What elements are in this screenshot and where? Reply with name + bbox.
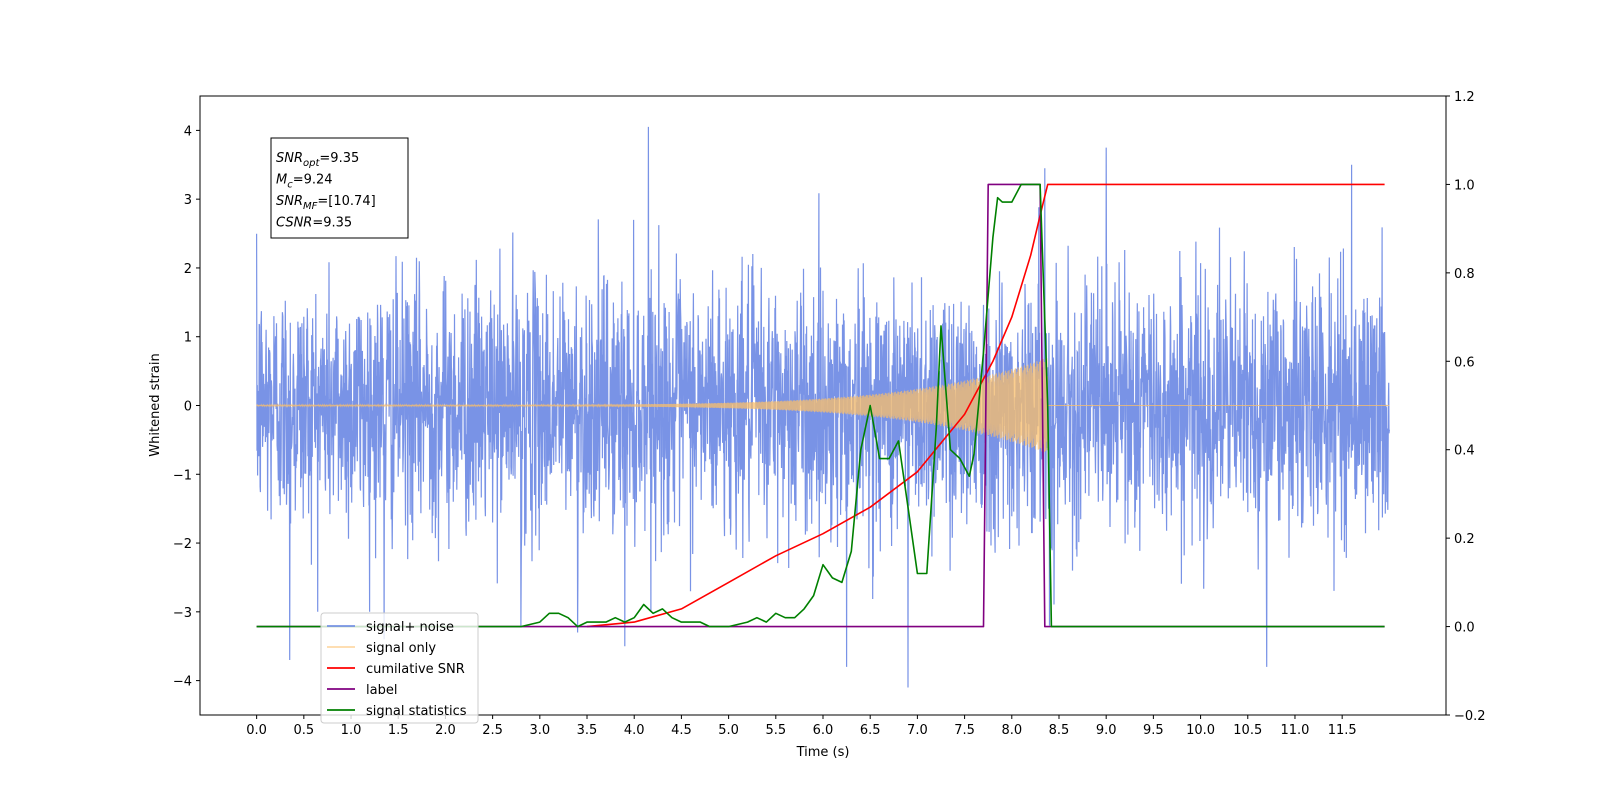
x-tick-label: 2.5: [482, 723, 503, 738]
x-tick-label: 10.0: [1186, 723, 1215, 738]
x-tick-label: 7.5: [954, 723, 975, 738]
y-axis-label-left: Whitened strain: [148, 353, 163, 456]
y-left-tick-label: −1: [173, 468, 192, 483]
legend-label: label: [366, 683, 397, 698]
series-signal-statistics-line: [256, 183, 1385, 628]
x-tick-label: 4.5: [671, 723, 692, 738]
y-left-tick-label: −3: [173, 606, 192, 621]
annotation-line: CSNR=9.35: [276, 216, 352, 231]
x-tick-label: 11.0: [1280, 723, 1309, 738]
annotation-frame: [270, 137, 409, 239]
y-left-tick-label: −2: [173, 537, 192, 552]
y-right-tick-label: 1.2: [1454, 90, 1475, 105]
x-tick-label: 1.5: [388, 723, 409, 738]
y-left-tick-label: 0: [184, 400, 192, 415]
legend-label: cumilative SNR: [366, 662, 465, 677]
series-signal-noise-line: [256, 126, 1390, 688]
y-left-tick-label: 4: [184, 124, 192, 139]
x-tick-label: 9.0: [1096, 723, 1117, 738]
annotation-line: SNRopt=9.35: [276, 151, 359, 169]
legend-frame: [320, 612, 479, 724]
x-tick-label: 7.0: [907, 723, 928, 738]
series-cumulative-snr-line: [586, 183, 1385, 628]
x-tick-label: 8.0: [1001, 723, 1022, 738]
y-right-tick-label: 0.6: [1454, 355, 1475, 370]
y-right-tick-label: 0.4: [1454, 444, 1475, 459]
axes-layer: 0.0 0.5 1.0 1.5 2.0 2.5 3.0 3.5 4.0 4.5 5.0 5.5 6.0 6…: [173, 90, 1486, 738]
x-tick-label: 3.0: [529, 723, 550, 738]
y-left-tick-label: 1: [184, 331, 192, 346]
x-tick-label: 6.0: [813, 723, 834, 738]
x-tick-label: 2.0: [435, 723, 456, 738]
annotation-box: SNRopt=9.35 Mc=9.24 SNRMF=[10.74] CSNR=9.35: [270, 137, 409, 239]
x-tick-label: 8.5: [1049, 723, 1070, 738]
series-signal-only-line: [256, 358, 1390, 452]
x-tick-label: 10.5: [1233, 723, 1262, 738]
y-left-tick-label: 2: [184, 262, 192, 277]
x-tick-label: 5.0: [718, 723, 739, 738]
legend: signal+ noise signal only cumilative SNR la…: [320, 612, 479, 724]
x-tick-label: 6.5: [860, 723, 881, 738]
legend-label: signal only: [366, 641, 436, 656]
legend-label: signal statistics: [366, 704, 467, 719]
series-layer: [256, 126, 1390, 688]
y-right-tick-label: 0.8: [1454, 267, 1475, 282]
y-right-tick-label: 0.2: [1454, 532, 1475, 547]
x-tick-label: 5.5: [765, 723, 786, 738]
y-right-tick-label: 1.0: [1454, 178, 1475, 193]
x-tick-label: 0.0: [246, 723, 267, 738]
y-left-tick-label: −4: [173, 675, 192, 690]
x-tick-label: 0.5: [293, 723, 314, 738]
annotation-line: SNRMF=[10.74]: [276, 194, 376, 212]
x-tick-label: 4.0: [624, 723, 645, 738]
y-right-tick-label: 0.0: [1454, 621, 1475, 636]
y-right-tick-label: −0.2: [1454, 709, 1486, 724]
y-left-tick-label: 3: [184, 193, 192, 208]
x-tick-label: 11.5: [1328, 723, 1357, 738]
annotation-line: Mc=9.24: [276, 173, 333, 191]
x-tick-label: 9.5: [1143, 723, 1164, 738]
x-axis-label: Time (s): [796, 745, 850, 760]
legend-label: signal+ noise: [366, 620, 454, 635]
x-tick-label: 3.5: [577, 723, 598, 738]
x-tick-label: 1.0: [341, 723, 362, 738]
